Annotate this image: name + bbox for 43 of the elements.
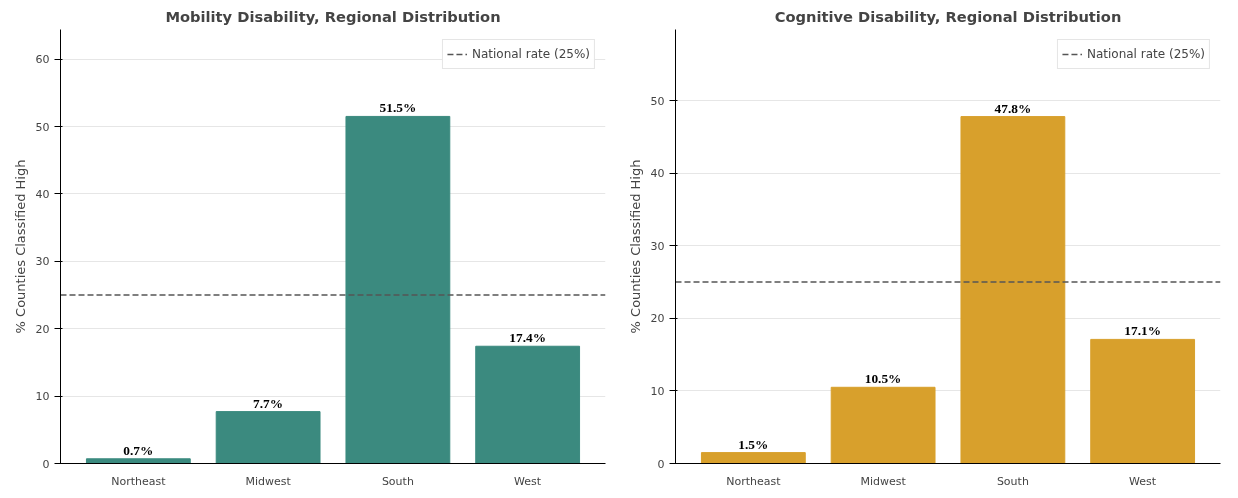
y-tick-label: 30 bbox=[35, 255, 50, 269]
y-tick-label: 10 bbox=[650, 384, 665, 398]
y-tick-label: 50 bbox=[650, 94, 665, 108]
x-tick-label: Midwest bbox=[860, 474, 907, 488]
y-tick-label: 10 bbox=[35, 390, 50, 404]
bar bbox=[960, 116, 1066, 464]
data-label: 7.7% bbox=[253, 395, 284, 411]
bar bbox=[475, 345, 581, 464]
bar bbox=[215, 411, 321, 464]
y-tick-label: 40 bbox=[35, 187, 50, 201]
data-label: 1.5% bbox=[738, 436, 769, 452]
legend-label: National rate (25%) bbox=[471, 47, 590, 61]
bar bbox=[700, 452, 806, 464]
y-axis-title: % Counties Classified High bbox=[12, 159, 28, 334]
x-tick-label: Northeast bbox=[111, 474, 167, 488]
x-tick-label: West bbox=[1129, 474, 1157, 488]
data-label: 47.8% bbox=[994, 100, 1032, 116]
x-tick-label: Northeast bbox=[726, 474, 782, 488]
y-tick-label: 60 bbox=[35, 53, 50, 67]
y-tick-label: 0 bbox=[42, 457, 50, 471]
y-tick-label: 0 bbox=[657, 457, 665, 471]
chart-title: Mobility Disability, Regional Distribution bbox=[165, 7, 501, 25]
bar bbox=[345, 115, 451, 464]
chart-title: Cognitive Disability, Regional Distribution bbox=[774, 7, 1122, 25]
bar bbox=[830, 386, 936, 464]
x-tick-label: South bbox=[996, 474, 1029, 488]
bar bbox=[85, 458, 191, 464]
y-tick-label: 40 bbox=[650, 167, 665, 181]
data-label: 51.5% bbox=[379, 100, 417, 116]
x-tick-label: South bbox=[381, 474, 414, 488]
bar bbox=[1090, 338, 1196, 464]
y-tick-label: 30 bbox=[650, 239, 665, 253]
data-label: 17.4% bbox=[509, 330, 546, 346]
legend-label: National rate (25%) bbox=[1086, 47, 1205, 61]
y-tick-label: 20 bbox=[650, 312, 665, 326]
x-tick-label: West bbox=[514, 474, 542, 488]
y-axis-title: % Counties Classified High bbox=[627, 159, 643, 334]
y-tick-label: 50 bbox=[35, 120, 50, 134]
y-tick-label: 20 bbox=[35, 322, 50, 336]
data-label: 17.1% bbox=[1124, 323, 1161, 339]
data-label: 10.5% bbox=[864, 371, 902, 387]
data-label: 0.7% bbox=[123, 442, 154, 458]
x-tick-label: Midwest bbox=[245, 474, 292, 488]
